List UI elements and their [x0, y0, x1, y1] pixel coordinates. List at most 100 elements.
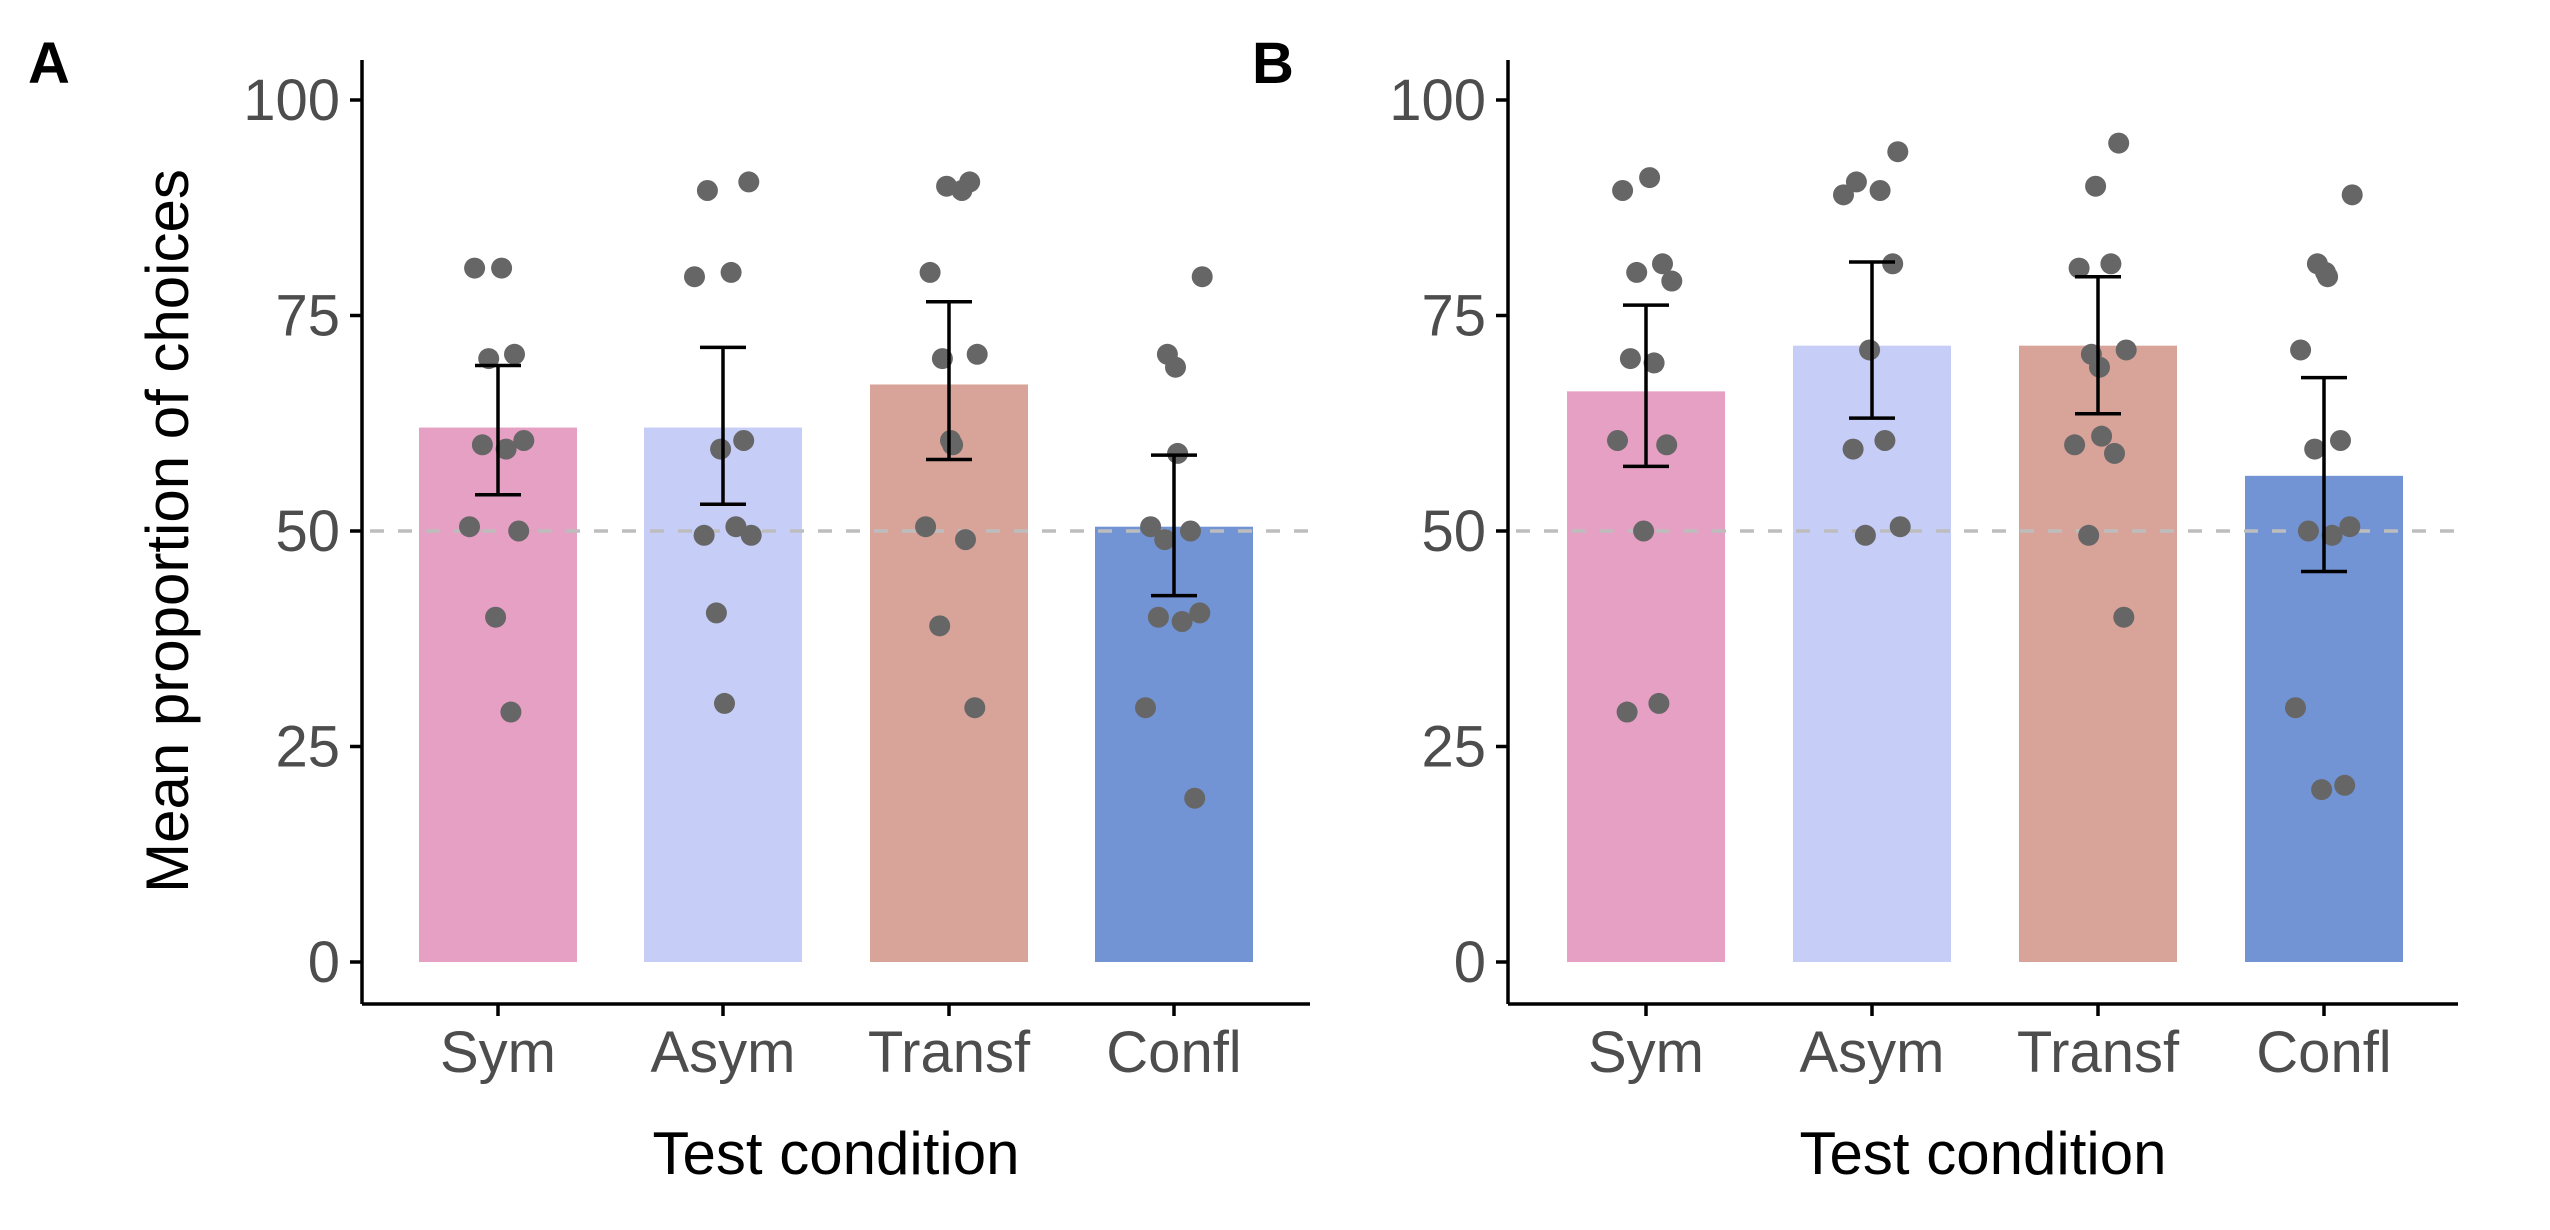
- data-point-confl: [1165, 356, 1186, 378]
- data-point-sym: [491, 257, 513, 279]
- panel-label: B: [1252, 31, 1294, 96]
- y-tick-label: 100: [243, 68, 340, 133]
- data-point-transf: [2104, 442, 2125, 464]
- bar-sym: [1567, 391, 1725, 963]
- data-point-sym: [464, 257, 486, 279]
- data-point-sym: [471, 434, 493, 456]
- y-tick-label: 50: [275, 499, 340, 564]
- data-point-confl: [1135, 697, 1156, 719]
- panel-b: 0 25 50 75 100 Sym Asym Transf Confl Test conditi…: [1252, 31, 2458, 1187]
- data-point-confl: [2339, 516, 2361, 538]
- x-tick-label: Transf: [2017, 1020, 2180, 1085]
- bar-confl: [1095, 526, 1253, 962]
- data-point-sym: [1639, 167, 1661, 189]
- x-tick-label: Sym: [440, 1020, 556, 1085]
- data-point-asym: [1842, 438, 1864, 460]
- data-point-transf: [2068, 257, 2090, 279]
- data-point-sym: [1633, 520, 1655, 542]
- data-point-asym: [1833, 184, 1854, 206]
- error-bar-confl: [1151, 453, 1197, 598]
- x-axis-title: Test condition: [653, 1120, 1020, 1187]
- data-point-confl: [2330, 429, 2351, 451]
- data-point-asym: [733, 429, 755, 451]
- data-point-confl: [2321, 524, 2343, 546]
- x-tick-label: Sym: [1588, 1020, 1704, 1085]
- data-point-confl: [2311, 779, 2333, 801]
- data-point-confl: [1180, 520, 1201, 542]
- bar-sym: [419, 427, 577, 962]
- y-tick-label: 50: [1421, 499, 1486, 564]
- data-point-asym: [738, 171, 760, 193]
- data-point-asym: [1887, 141, 1909, 163]
- panel-label: A: [28, 31, 70, 96]
- data-point-transf: [2085, 175, 2107, 197]
- data-point-sym: [508, 520, 530, 542]
- data-point-asym: [1854, 524, 1876, 546]
- data-point-transf: [951, 180, 973, 202]
- data-point-asym: [725, 516, 747, 538]
- data-point-sym: [1661, 270, 1683, 292]
- data-point-asym: [720, 261, 742, 283]
- data-point-confl: [2334, 774, 2356, 796]
- error-bar-sym: [1623, 303, 1669, 469]
- data-point-asym: [693, 524, 715, 546]
- x-tick-label: Confl: [2256, 1020, 2391, 1085]
- data-point-confl: [1191, 266, 1213, 288]
- data-point-sym: [1656, 434, 1678, 456]
- x-tick-label: Transf: [868, 1020, 1031, 1085]
- x-tick-label: Confl: [1106, 1020, 1241, 1085]
- error-bar-asym: [1849, 260, 1895, 420]
- y-tick-label: 0: [1454, 930, 1486, 995]
- y-axis-title: Mean proportion of choices: [134, 169, 201, 893]
- data-point-confl: [1154, 529, 1176, 551]
- data-point-asym: [705, 602, 727, 624]
- data-point-confl: [2304, 438, 2326, 460]
- data-point-transf: [2064, 434, 2086, 456]
- x-tick-label: Asym: [651, 1020, 796, 1085]
- x-axis-title: Test condition: [1800, 1120, 2167, 1187]
- data-point-confl: [1147, 606, 1169, 628]
- data-point-transf: [964, 697, 986, 719]
- data-point-sym: [1612, 180, 1634, 202]
- data-point-sym: [485, 606, 507, 628]
- data-point-asym: [696, 180, 718, 202]
- data-point-transf: [955, 529, 976, 551]
- data-point-transf: [942, 434, 964, 456]
- data-point-sym: [504, 343, 525, 365]
- data-point-transf: [2100, 253, 2122, 275]
- data-point-asym: [1889, 516, 1911, 538]
- data-point-confl: [2341, 184, 2363, 206]
- data-point-asym: [684, 266, 705, 288]
- data-point-sym: [1648, 692, 1670, 714]
- data-point-sym: [495, 438, 517, 460]
- data-point-transf: [2091, 425, 2113, 447]
- data-point-asym: [1874, 429, 1896, 451]
- data-point-confl: [1189, 602, 1211, 624]
- data-point-sym: [1626, 261, 1648, 283]
- error-bar-transf: [926, 299, 972, 462]
- error-bar-transf: [2075, 274, 2121, 416]
- data-point-asym: [740, 524, 762, 546]
- data-point-sym: [459, 516, 480, 538]
- y-tick-label: 25: [1421, 715, 1486, 780]
- data-point-transf: [915, 516, 937, 538]
- data-point-transf: [919, 261, 941, 283]
- data-point-asym: [1845, 171, 1867, 193]
- y-tick-label: 0: [308, 930, 340, 995]
- data-point-transf: [2113, 606, 2135, 628]
- data-point-sym: [1652, 253, 1673, 275]
- data-point-confl: [2317, 266, 2339, 288]
- data-point-asym: [1859, 339, 1881, 361]
- data-point-confl: [1140, 516, 1162, 538]
- data-point-sym: [1643, 352, 1665, 374]
- data-point-sym: [1616, 701, 1638, 723]
- data-point-confl: [2290, 339, 2312, 361]
- y-tick-label: 75: [1421, 284, 1486, 349]
- data-point-asym: [710, 438, 732, 460]
- data-point-sym: [1607, 429, 1628, 451]
- y-tick-label: 100: [1389, 68, 1486, 133]
- data-point-transf: [2115, 339, 2137, 361]
- bar-transf: [2019, 345, 2177, 962]
- error-bar-sym: [475, 363, 521, 497]
- y-tick-label: 25: [275, 715, 340, 780]
